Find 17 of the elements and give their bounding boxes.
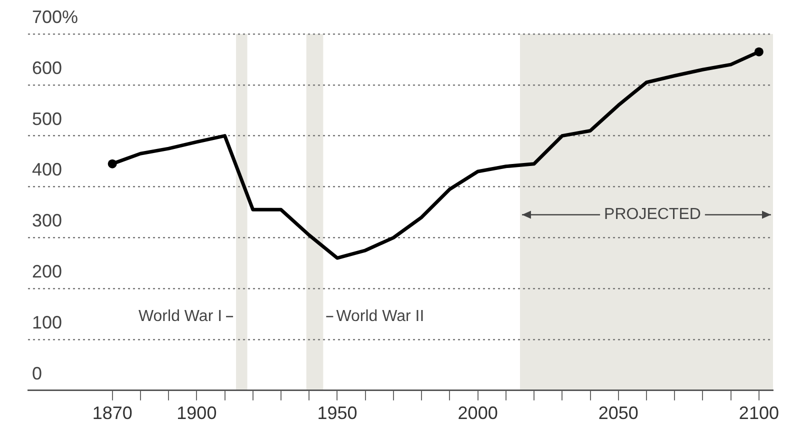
x-tick-label: 1870 bbox=[92, 403, 132, 424]
x-tick-label: 2000 bbox=[458, 403, 498, 424]
y-tick-label: 100 bbox=[32, 312, 62, 332]
x-tick-label: 2050 bbox=[598, 403, 638, 424]
band-label: World War I bbox=[138, 308, 222, 325]
x-tick-label: 2100 bbox=[738, 403, 779, 424]
band-label: PROJECTED bbox=[604, 206, 701, 224]
y-tick-label: 700% bbox=[32, 6, 78, 27]
band-label: World War II bbox=[336, 308, 424, 325]
y-tick-label: 300 bbox=[32, 210, 62, 231]
x-tick-label: 1950 bbox=[317, 403, 358, 424]
y-tick-label: 0 bbox=[32, 363, 42, 384]
y-tick-label: 400 bbox=[32, 160, 62, 180]
y-tick-label: 600 bbox=[32, 58, 62, 78]
x-tick-label: 1900 bbox=[176, 403, 217, 424]
y-tick-label: 500 bbox=[32, 108, 62, 129]
y-tick-label: 200 bbox=[32, 262, 62, 282]
